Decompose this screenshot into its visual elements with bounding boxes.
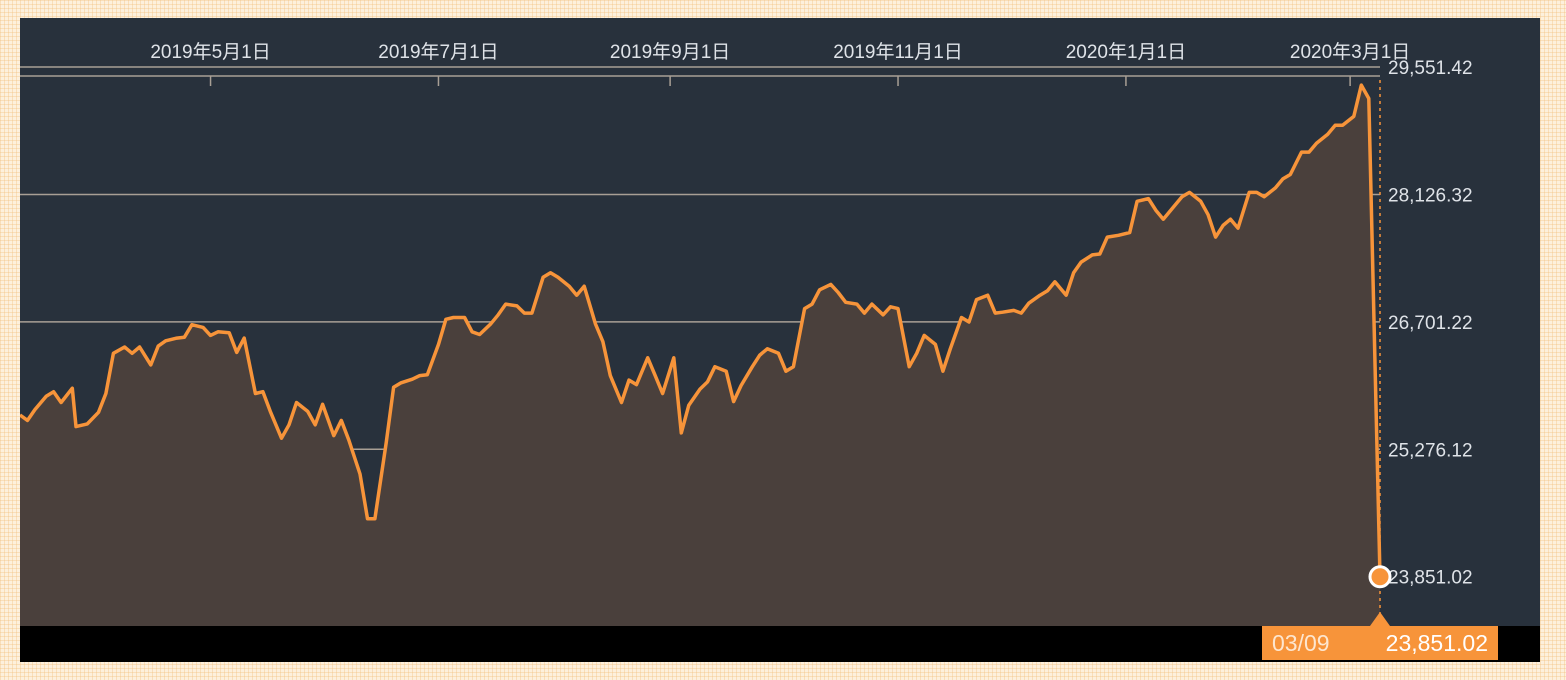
last-point-marker[interactable]	[1368, 565, 1392, 589]
x-tick-label: 2019年11月1日	[833, 41, 963, 63]
y-tick-label: 29,551.42	[1388, 58, 1473, 79]
x-tick-label: 2019年9月1日	[610, 41, 730, 63]
label-layer: 29,551.42 28,126.32 26,701.22 25,276.12 23,8…	[150, 41, 1472, 589]
tooltip-pointer	[1370, 612, 1390, 626]
y-tick-label: 25,276.12	[1388, 440, 1473, 461]
y-tick-label: 26,701.22	[1388, 313, 1473, 334]
x-tick-label: 2020年3月1日	[1290, 41, 1410, 63]
x-tick-label: 2019年7月1日	[378, 41, 498, 63]
price-line	[20, 83, 1382, 577]
price-tooltip: 03/09 23,851.02	[1262, 626, 1498, 660]
y-tick-label: 23,851.02	[1388, 568, 1473, 589]
stock-chart: 29,551.42 28,126.32 26,701.22 25,276.12 23,8…	[20, 41, 1473, 626]
chart-panel: 29,551.42 28,126.32 26,701.22 25,276.12 23,8…	[20, 18, 1540, 626]
x-tick-label: 2020年1月1日	[1066, 41, 1186, 63]
y-tick-label: 28,126.32	[1388, 185, 1473, 206]
x-tick-label: 2019年5月1日	[150, 41, 270, 63]
tooltip-date: 03/09	[1272, 629, 1330, 656]
tooltip-value: 23,851.02	[1385, 629, 1488, 656]
price-area	[20, 85, 1380, 626]
